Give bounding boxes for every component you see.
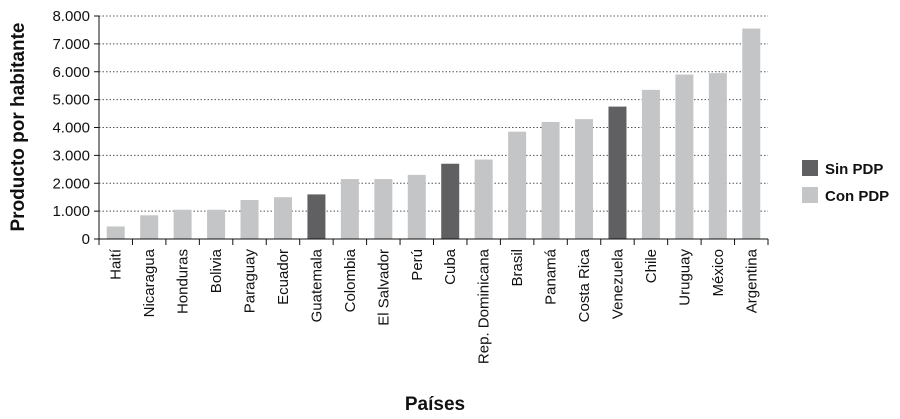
bar-bolivia (207, 209, 226, 239)
x-tick-labels: Haití Nicaragua Honduras Bolivia Paraguay Ecu… (108, 248, 761, 364)
x-tick-label: Panamá (543, 248, 560, 305)
y-tick-label: 3.000 (52, 147, 90, 164)
y-tick-label: 5.000 (52, 92, 90, 109)
y-tick-label: 7.000 (52, 36, 90, 53)
bar-cuba (441, 163, 460, 239)
y-tick-label: 6.000 (52, 64, 90, 81)
x-tick-label: Honduras (175, 249, 192, 314)
axes (94, 15, 769, 245)
bar-m-xico (708, 73, 727, 239)
x-tick-label: Uruguay (676, 249, 693, 306)
legend-label-con-pdp: Con PDP (825, 188, 889, 205)
x-tick-label: Rep. Dominicana (476, 248, 493, 364)
bar-brasil (508, 131, 527, 239)
bar-guatemala (307, 194, 326, 239)
bar-per- (407, 174, 426, 239)
bar-venezuela (608, 106, 627, 239)
legend: Sin PDP Con PDP (802, 160, 889, 205)
x-tick-label: Guatemala (308, 248, 325, 322)
bar-chile (641, 89, 660, 240)
x-tick-label: Brasil (509, 249, 526, 287)
y-tick-label: 8.000 (52, 8, 90, 25)
x-tick-label: Colombia (342, 248, 359, 312)
legend-swatch-con-pdp (802, 187, 818, 203)
x-tick-label: Venezuela (609, 248, 626, 319)
bar-uruguay (675, 74, 694, 239)
bar-colombia (340, 179, 359, 239)
x-axis-title: Países (405, 394, 465, 415)
x-tick-label: Bolivia (208, 248, 225, 293)
x-tick-label: Paraguay (242, 249, 259, 314)
y-axis-title: Producto por habitante (8, 23, 29, 232)
y-tick-label: 0 (82, 231, 90, 248)
bar-nicaragua (140, 215, 159, 239)
bar-el-salvador (374, 179, 393, 239)
bar-ecuador (273, 197, 292, 239)
bar-costa-rica (575, 119, 594, 239)
bar-paraguay (240, 199, 259, 239)
bar-rep-dominicana (474, 159, 493, 239)
x-tick-label: Chile (643, 249, 660, 283)
legend-swatch-sin-pdp (802, 160, 818, 176)
bar-panam- (541, 121, 560, 239)
x-tick-label: Costa Rica (576, 248, 593, 322)
x-tick-label: Argentina (743, 248, 760, 313)
bars (106, 28, 761, 240)
x-tick-label: Perú (409, 249, 426, 281)
y-tick-label: 2.000 (52, 175, 90, 192)
x-tick-label: México (710, 249, 727, 297)
x-tick-label: Ecuador (275, 249, 292, 305)
y-tick-label: 1.000 (52, 203, 90, 220)
bar-hait- (106, 226, 125, 239)
gridlines (99, 15, 768, 212)
bar-honduras (173, 209, 192, 239)
x-tick-label: El Salvador (375, 249, 392, 326)
y-tick-label: 4.000 (52, 120, 90, 137)
x-tick-label: Cuba (442, 248, 459, 285)
y-tick-labels: 0 1.000 2.000 3.000 4.000 5.000 6.000 7.000 8.00… (52, 8, 90, 248)
x-tick-label: Nicaragua (141, 248, 158, 317)
bar-argentina (742, 28, 761, 240)
x-tick-label: Haití (108, 248, 125, 280)
legend-label-sin-pdp: Sin PDP (825, 161, 883, 178)
